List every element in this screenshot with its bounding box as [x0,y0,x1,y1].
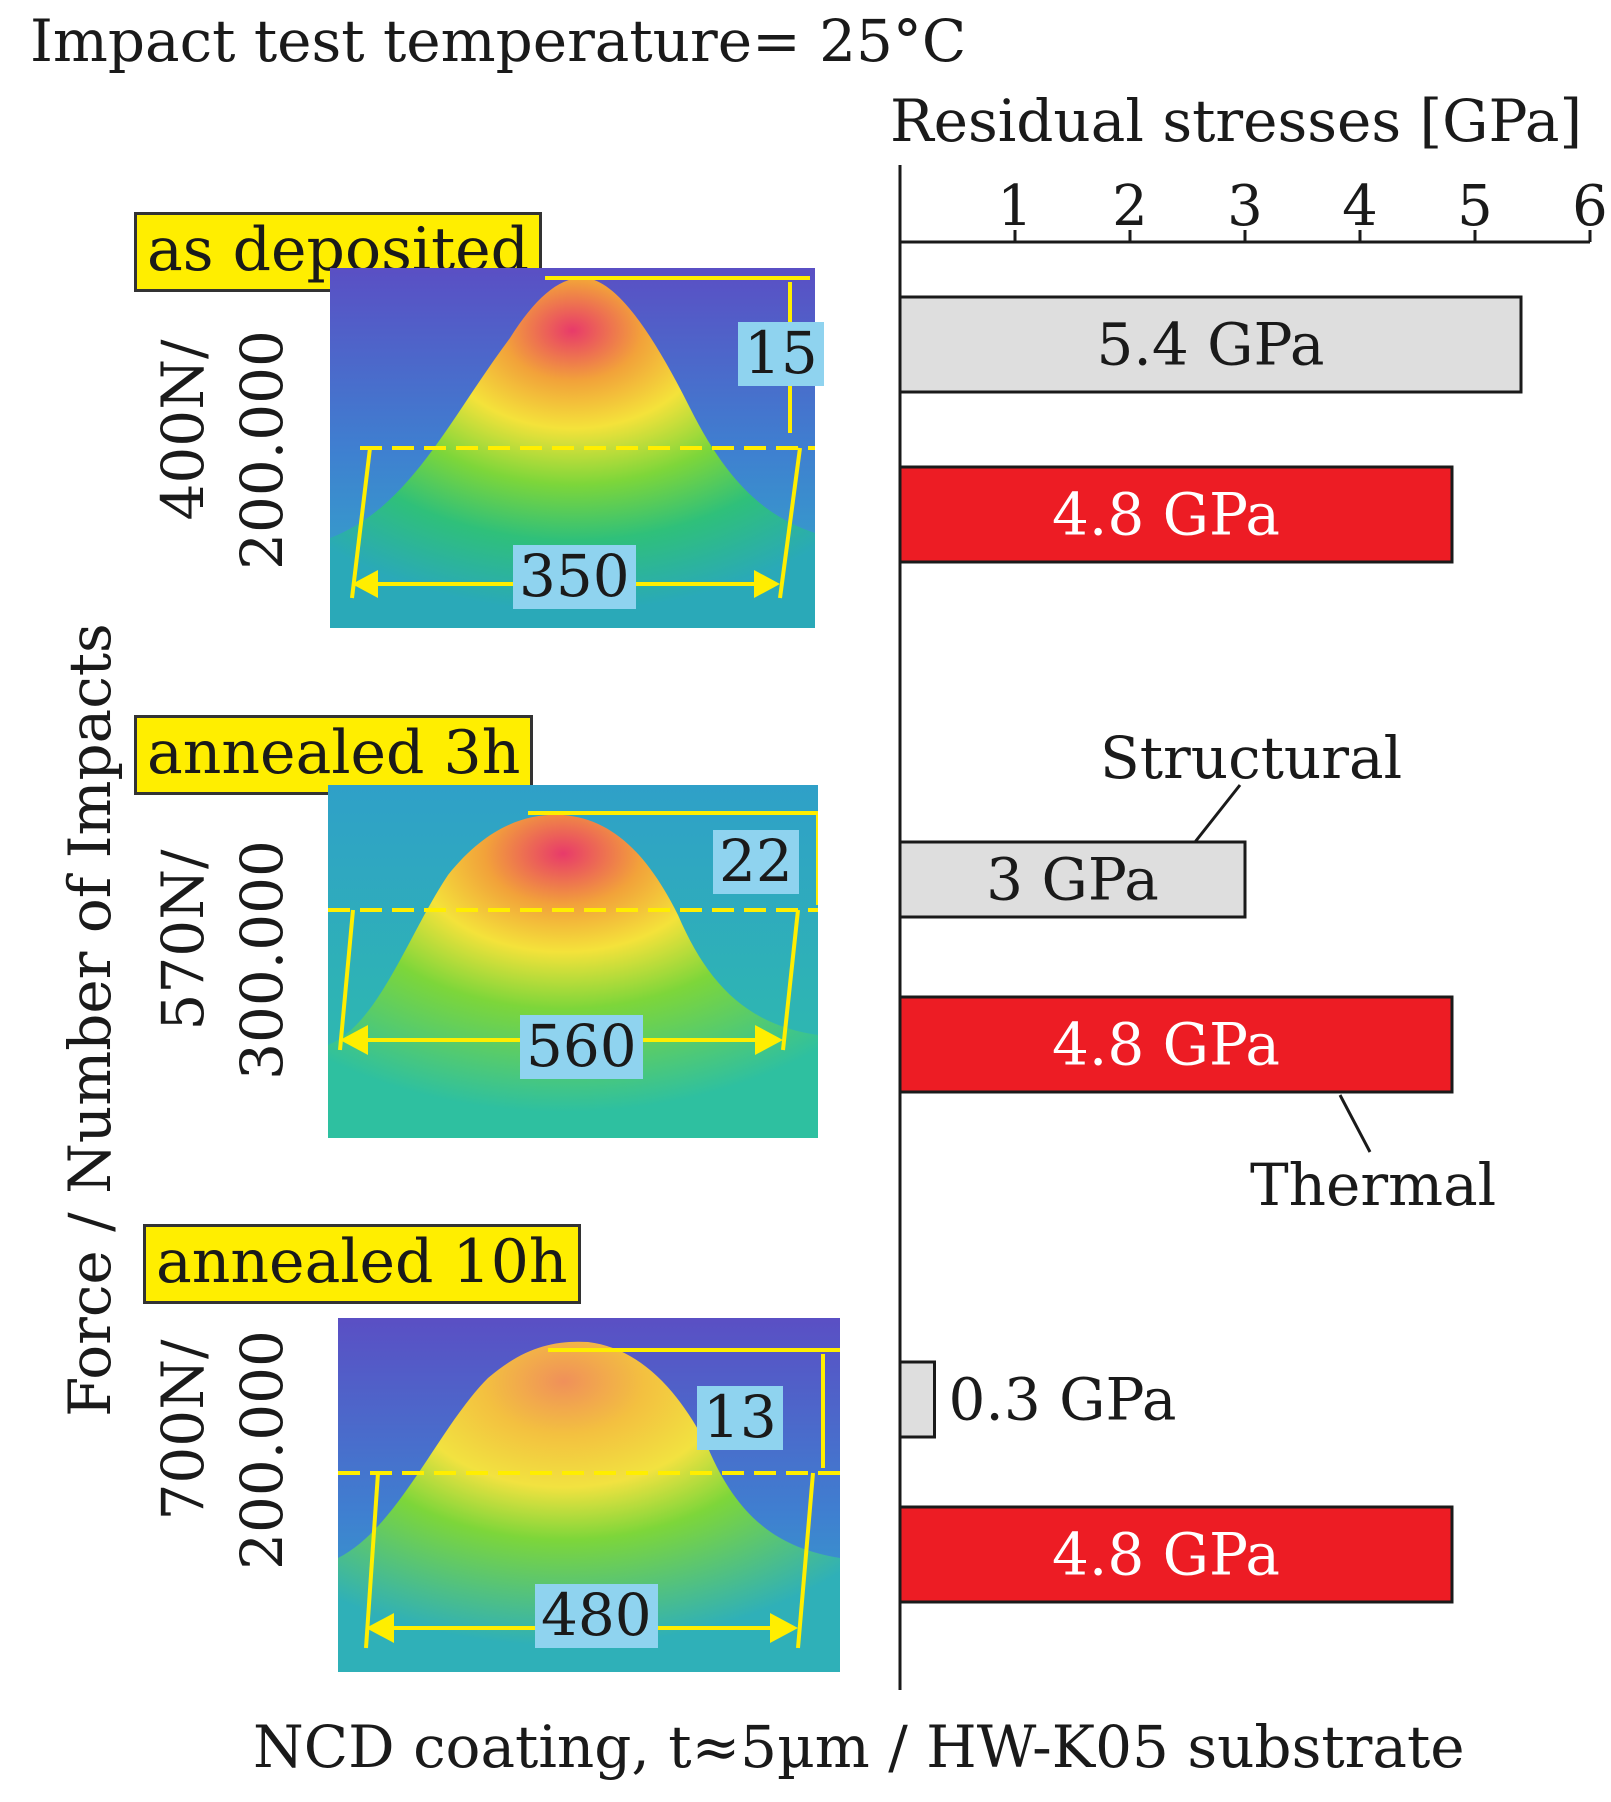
x-tick-label-1: 1 [997,174,1033,239]
x-tick-label-2: 2 [1112,174,1148,239]
surface-profile-image-3 [338,1318,840,1672]
bar-label-thermal-2: 4.8 GPa [1052,1521,1280,1589]
condition-label-annealed-10h: annealed 10h [143,1224,581,1304]
width-dimension-1: 350 [513,545,636,609]
bar-label-structural-1: 3 GPa [986,846,1159,914]
bar-label-thermal-0: 4.8 GPa [1052,481,1280,549]
annotation-structural: Structural [1100,724,1402,792]
x-tick-label-5: 5 [1457,174,1493,239]
condition-label-annealed-3h: annealed 3h [134,715,534,795]
height-dimension-1: 15 [738,322,824,386]
height-dimension-3: 13 [697,1386,783,1450]
bar-label-structural-2: 0.3 GPa [949,1366,1177,1434]
x-tick-label-6: 6 [1572,174,1608,239]
bar-thermal-2 [898,1505,1454,1604]
x-axis-title: Residual stresses [GPa] [890,87,1583,155]
figure-footer: NCD coating, t≈5µm / HW-K05 substrate [253,1713,1465,1781]
annotation-thermal: Thermal [1250,1151,1496,1219]
bar-structural-1 [898,840,1247,919]
annotation-thermal-leader [1338,1094,1372,1153]
bar-label-structural-0: 5.4 GPa [1096,311,1324,379]
bar-structural-2 [898,1360,936,1439]
annotation-structural-leader [1193,784,1242,843]
height-dimension-2: 22 [713,830,799,894]
x-tick-label-3: 3 [1227,174,1263,239]
bar-structural-0 [898,295,1523,394]
width-dimension-2: 560 [520,1015,643,1079]
bar-thermal-0 [898,465,1454,564]
figure-title: Impact test temperature= 25°C [30,7,967,75]
x-tick-label-4: 4 [1342,174,1378,239]
width-dimension-3: 480 [535,1584,658,1648]
bar-label-thermal-1: 4.8 GPa [1052,1011,1280,1079]
bar-thermal-1 [898,995,1454,1094]
